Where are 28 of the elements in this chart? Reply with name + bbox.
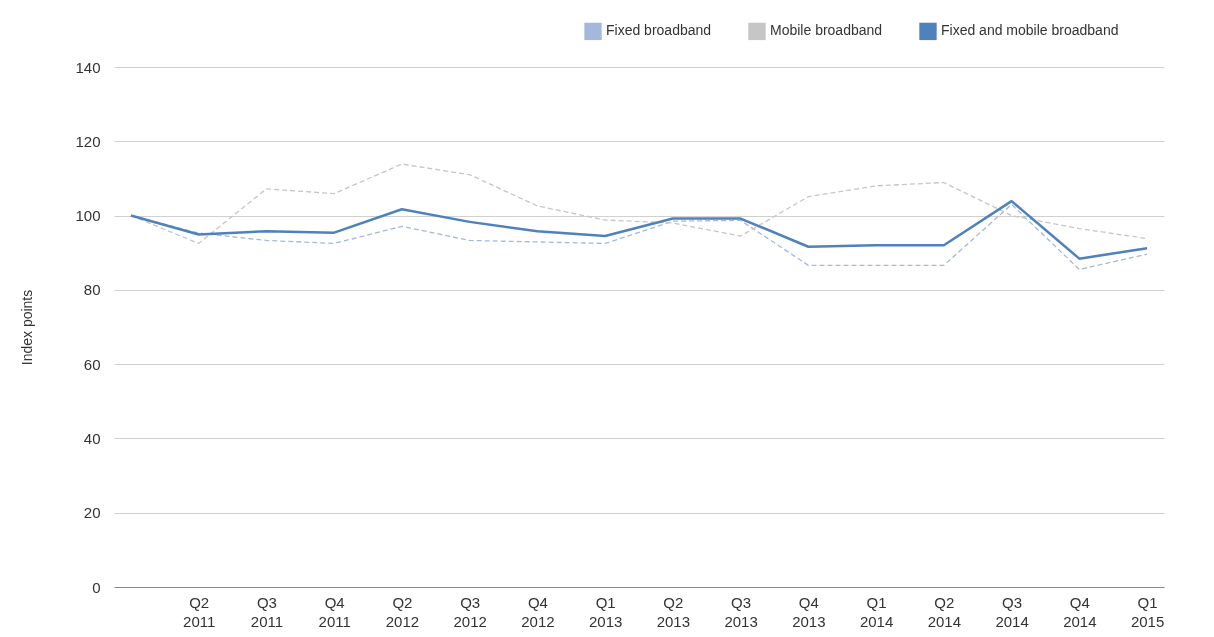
line-series xyxy=(129,199,1149,260)
x-tick-label: Q4 2011 xyxy=(318,593,351,630)
x-tick-label: Q2 2013 xyxy=(656,593,691,630)
x-tick-label: Q3 2011 xyxy=(250,593,284,630)
legend-label: Fixed and mobile broadband xyxy=(941,22,1119,39)
x-tick-label: Q3 2013 xyxy=(724,593,758,630)
legend-label: Fixed broadband xyxy=(606,22,712,39)
x-tick-label: Q4 2013 xyxy=(792,593,826,630)
x-tick-label: Q4 2014 xyxy=(1063,593,1097,630)
x-tick-label: Q3 2012 xyxy=(453,593,487,630)
x-tick-label: Q2 2012 xyxy=(385,593,420,630)
y-tick-label: 60 xyxy=(83,355,101,373)
x-tick-label: Q1 2013 xyxy=(588,593,623,630)
x-tick-label: Q1 2015 xyxy=(1130,593,1165,630)
x-tick-label: Q2 2014 xyxy=(927,593,962,630)
y-tick-label: 140 xyxy=(75,58,101,76)
y-tick-label: 0 xyxy=(92,578,101,596)
y-tick-label: 20 xyxy=(83,504,101,522)
y-tick-label: 100 xyxy=(75,207,101,225)
x-tick-label: Q3 2014 xyxy=(995,593,1029,630)
legend-label: Mobile broadband xyxy=(770,22,883,39)
x-tick-label: Q1 2014 xyxy=(859,593,894,630)
y-tick-label: 40 xyxy=(83,429,101,447)
x-tick-label: Q4 2012 xyxy=(521,593,555,630)
y-tick-label: 120 xyxy=(75,132,101,150)
y-tick-label: 80 xyxy=(83,281,101,299)
x-tick-label: Q2 2011 xyxy=(183,593,216,630)
y-axis-title: Index points xyxy=(19,289,36,366)
